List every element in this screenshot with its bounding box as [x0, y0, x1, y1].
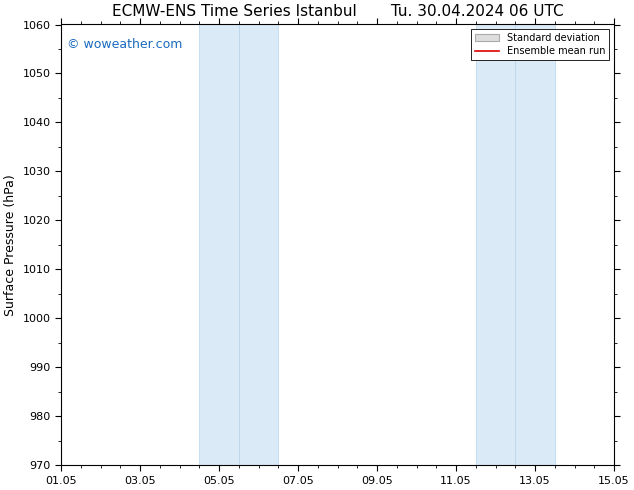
- Title: ECMW-ENS Time Series Istanbul       Tu. 30.04.2024 06 UTC: ECMW-ENS Time Series Istanbul Tu. 30.04.…: [112, 4, 564, 19]
- Bar: [200, 24, 239, 465]
- Legend: Standard deviation, Ensemble mean run: Standard deviation, Ensemble mean run: [471, 29, 609, 60]
- Bar: [515, 24, 555, 465]
- Bar: [239, 24, 278, 465]
- Y-axis label: Surface Pressure (hPa): Surface Pressure (hPa): [4, 174, 17, 316]
- Bar: [476, 24, 515, 465]
- Text: © woweather.com: © woweather.com: [67, 38, 182, 51]
